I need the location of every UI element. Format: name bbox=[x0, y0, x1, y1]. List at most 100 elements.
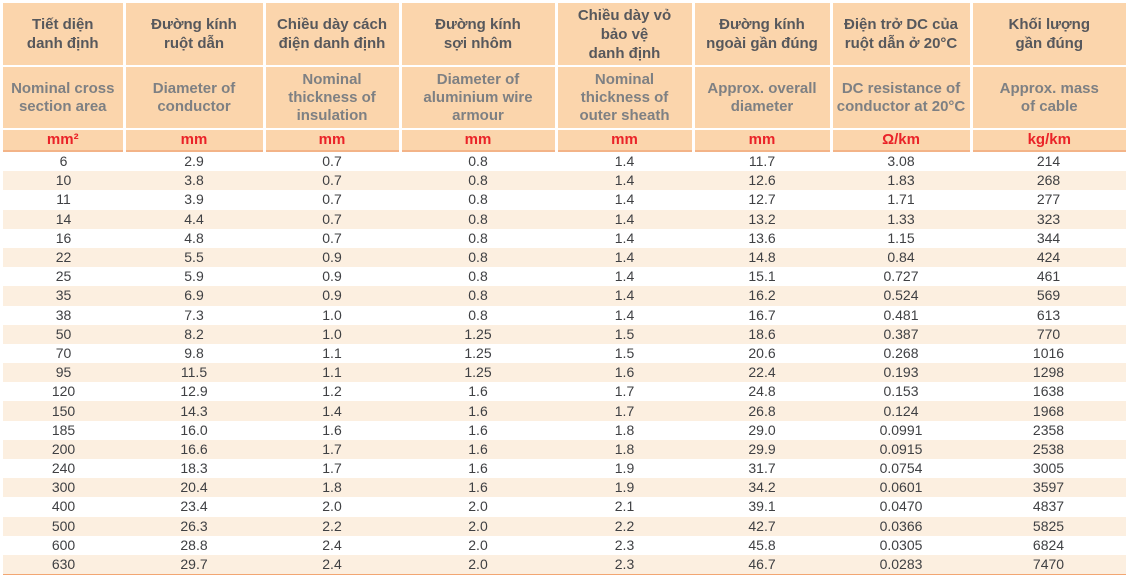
table-cell: 0.9 bbox=[264, 247, 400, 268]
table-cell: 1.7 bbox=[556, 401, 693, 421]
table-cell: 0.0470 bbox=[879, 498, 923, 515]
table-cell: 0.84 bbox=[831, 247, 971, 268]
table-cell: 34.2 bbox=[693, 478, 831, 498]
table-row: 22 5.5 0.9 0.8 1.4 14.8 0.84 424 bbox=[3, 247, 1126, 268]
column-unit: mm bbox=[693, 129, 833, 152]
table-cell: 4.4 bbox=[124, 209, 264, 229]
table-cell: 2.1 bbox=[614, 498, 635, 515]
column-header-en: Approx. mass of cable bbox=[971, 66, 1126, 130]
table-row: 200 16.6 1.7 1.6 1.8 29.9 0.0915 2538 bbox=[3, 439, 1126, 459]
table-row: 70 9.8 1.1 1.25 1.5 20.6 0.268 1016 bbox=[3, 344, 1126, 363]
table-cell: 0.0366 bbox=[831, 516, 971, 536]
table-cell: 0.8 bbox=[400, 286, 556, 306]
table-cell: 1.1 bbox=[322, 344, 342, 361]
table-cell: 0.7 bbox=[322, 229, 342, 246]
table-cell: 613 bbox=[1036, 306, 1061, 323]
table-cell: 16.6 bbox=[124, 439, 264, 459]
table-cell: 38 bbox=[55, 306, 72, 323]
table-cell: 240 bbox=[51, 460, 76, 477]
table-cell: 1298 bbox=[971, 363, 1126, 383]
table-row: 600 28.8 2.4 2.0 2.3 45.8 0.0305 6824 bbox=[3, 536, 1126, 555]
table-cell: 16.2 bbox=[693, 286, 831, 306]
column-unit: mm bbox=[264, 129, 402, 152]
table-cell: 1.6 bbox=[400, 478, 556, 498]
table-row: 50 8.2 1.0 1.25 1.5 18.6 0.387 770 bbox=[3, 324, 1126, 344]
table-row: 6 2.9 0.7 0.8 1.4 11.7 3.08 214 bbox=[3, 151, 1126, 171]
table-cell: 1.4 bbox=[556, 247, 693, 268]
table-row: 25 5.9 0.9 0.8 1.4 15.1 0.727 461 bbox=[3, 267, 1126, 286]
table-cell: 95 bbox=[3, 363, 124, 383]
table-cell: 277 bbox=[1036, 191, 1061, 208]
table-cell: 28.8 bbox=[180, 536, 208, 553]
table-cell: 22 bbox=[3, 247, 124, 268]
table-cell: 14 bbox=[3, 209, 124, 229]
column-header-vn: Đường kính sợi nhôm bbox=[400, 3, 558, 67]
table-cell: 0.727 bbox=[883, 268, 919, 285]
table-cell: 0.7 bbox=[322, 191, 342, 208]
table-cell: 1.7 bbox=[322, 460, 342, 477]
table-cell: 0.8 bbox=[400, 171, 556, 191]
table-cell: 2.4 bbox=[264, 554, 400, 575]
table-cell: 600 bbox=[51, 536, 76, 553]
table-cell: 200 bbox=[3, 439, 124, 459]
table-row: 16 4.8 0.7 0.8 1.4 13.6 1.15 344 bbox=[3, 229, 1126, 248]
column-header-vn: Đường kính ruột dẫn bbox=[124, 3, 266, 67]
table-cell: 0.7 bbox=[264, 209, 400, 229]
table-cell: 7470 bbox=[971, 554, 1126, 575]
table-cell: 1.83 bbox=[831, 171, 971, 191]
table-cell: 1.8 bbox=[614, 421, 635, 438]
table-cell: 0.7 bbox=[322, 153, 342, 170]
column-unit: mm² bbox=[3, 129, 126, 152]
column-header-vn: Chiều dày vỏ bảo vệ danh định bbox=[556, 3, 695, 67]
table-cell: 26.8 bbox=[693, 401, 831, 421]
table-cell: 2.0 bbox=[468, 498, 488, 515]
column-unit-row: mm² mm mm mm mm mm Ω/km kg/km bbox=[3, 129, 1126, 152]
table-cell: 46.7 bbox=[693, 554, 831, 575]
table-row: 185 16.0 1.6 1.6 1.8 29.0 0.0991 2358 bbox=[3, 421, 1126, 440]
table-cell: 3.8 bbox=[124, 171, 264, 191]
table-cell: 35 bbox=[3, 286, 124, 306]
table-cell: 0.387 bbox=[831, 324, 971, 344]
column-header-vn: Khối lượng gần đúng bbox=[971, 3, 1126, 67]
table-cell: 1.8 bbox=[556, 439, 693, 459]
table-cell: 29.0 bbox=[748, 421, 776, 438]
table-cell: 1.4 bbox=[614, 191, 635, 208]
table-cell: 1.0 bbox=[264, 324, 400, 344]
column-header-en: Approx. overall diameter bbox=[693, 66, 833, 130]
table-cell: 0.481 bbox=[883, 306, 919, 323]
table-cell: 13.2 bbox=[693, 209, 831, 229]
table-cell: 2.0 bbox=[322, 498, 342, 515]
table-cell: 6 bbox=[59, 153, 68, 170]
table-cell: 0.8 bbox=[468, 191, 488, 208]
column-header-vn: Chiều dày cách điện danh định bbox=[264, 3, 402, 67]
column-unit: kg/km bbox=[971, 129, 1126, 152]
column-header-en: Nominal cross section area bbox=[3, 66, 126, 130]
table-cell: 5825 bbox=[971, 516, 1126, 536]
table-cell: 1.71 bbox=[887, 191, 915, 208]
table-cell: 1.6 bbox=[468, 460, 488, 477]
table-cell: 14.8 bbox=[693, 247, 831, 268]
table-cell: 1.6 bbox=[556, 363, 693, 383]
table-cell: 12.6 bbox=[693, 171, 831, 191]
table-cell: 2.3 bbox=[614, 536, 635, 553]
table-cell: 0.0991 bbox=[879, 421, 923, 438]
table-cell: 1.4 bbox=[556, 171, 693, 191]
table-cell: 14.3 bbox=[124, 401, 264, 421]
table-cell: 1.33 bbox=[831, 209, 971, 229]
table-cell: 2538 bbox=[971, 439, 1126, 459]
table-cell: 1.15 bbox=[887, 229, 915, 246]
table-cell: 13.6 bbox=[748, 229, 776, 246]
table-cell: 42.7 bbox=[693, 516, 831, 536]
table-cell: 2.9 bbox=[184, 153, 204, 170]
table-cell: 2.3 bbox=[556, 554, 693, 575]
table-cell: 11.7 bbox=[748, 153, 776, 170]
table-cell: 1.4 bbox=[556, 209, 693, 229]
table-cell: 1.4 bbox=[556, 286, 693, 306]
table-cell: 29.9 bbox=[693, 439, 831, 459]
table-row: 95 11.5 1.1 1.25 1.6 22.4 0.193 1298 bbox=[3, 363, 1126, 383]
table-cell: 1.0 bbox=[322, 306, 342, 323]
table-cell: 12.7 bbox=[748, 191, 776, 208]
table-cell: 1.1 bbox=[264, 363, 400, 383]
table-cell: 3005 bbox=[1032, 460, 1065, 477]
table-cell: 0.268 bbox=[883, 344, 919, 361]
